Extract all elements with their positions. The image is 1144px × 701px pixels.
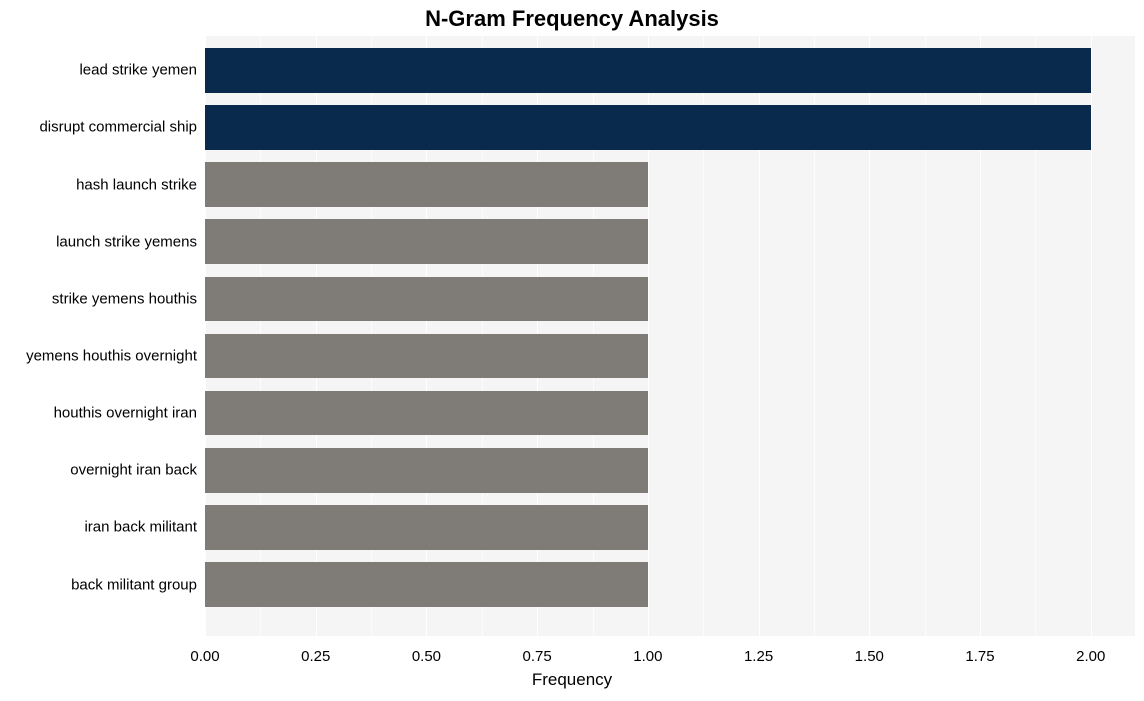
x-tick-label: 0.25 <box>301 648 330 665</box>
y-tick-label: houthis overnight iran <box>0 406 197 421</box>
x-axis-label: Frequency <box>0 670 1144 690</box>
x-tick-label: 0.00 <box>190 648 219 665</box>
bar <box>205 219 648 264</box>
bar <box>205 562 648 607</box>
bar <box>205 334 648 379</box>
y-tick-label: back militant group <box>0 577 197 592</box>
bar <box>205 48 1091 93</box>
x-tick-label: 1.75 <box>965 648 994 665</box>
x-tick-label: 0.75 <box>523 648 552 665</box>
x-tick-label: 1.25 <box>744 648 773 665</box>
bar <box>205 448 648 493</box>
ngram-frequency-chart: N-Gram Frequency Analysis lead strike ye… <box>0 0 1144 701</box>
bar <box>205 105 1091 150</box>
x-tick-label: 1.50 <box>855 648 884 665</box>
y-tick-label: hash launch strike <box>0 177 197 192</box>
y-tick-label: lead strike yemen <box>0 63 197 78</box>
bar <box>205 162 648 207</box>
y-tick-label: launch strike yemens <box>0 234 197 249</box>
bar <box>205 505 648 550</box>
y-tick-label: iran back militant <box>0 520 197 535</box>
y-tick-label: strike yemens houthis <box>0 291 197 306</box>
y-tick-label: disrupt commercial ship <box>0 120 197 135</box>
y-tick-label: yemens houthis overnight <box>0 349 197 364</box>
bar <box>205 391 648 436</box>
grid-major <box>1091 36 1092 636</box>
y-tick-label: overnight iran back <box>0 463 197 478</box>
bar <box>205 277 648 322</box>
plot-area <box>205 36 1135 636</box>
x-tick-label: 0.50 <box>412 648 441 665</box>
chart-title: N-Gram Frequency Analysis <box>0 6 1144 32</box>
x-tick-label: 1.00 <box>633 648 662 665</box>
x-tick-label: 2.00 <box>1076 648 1105 665</box>
